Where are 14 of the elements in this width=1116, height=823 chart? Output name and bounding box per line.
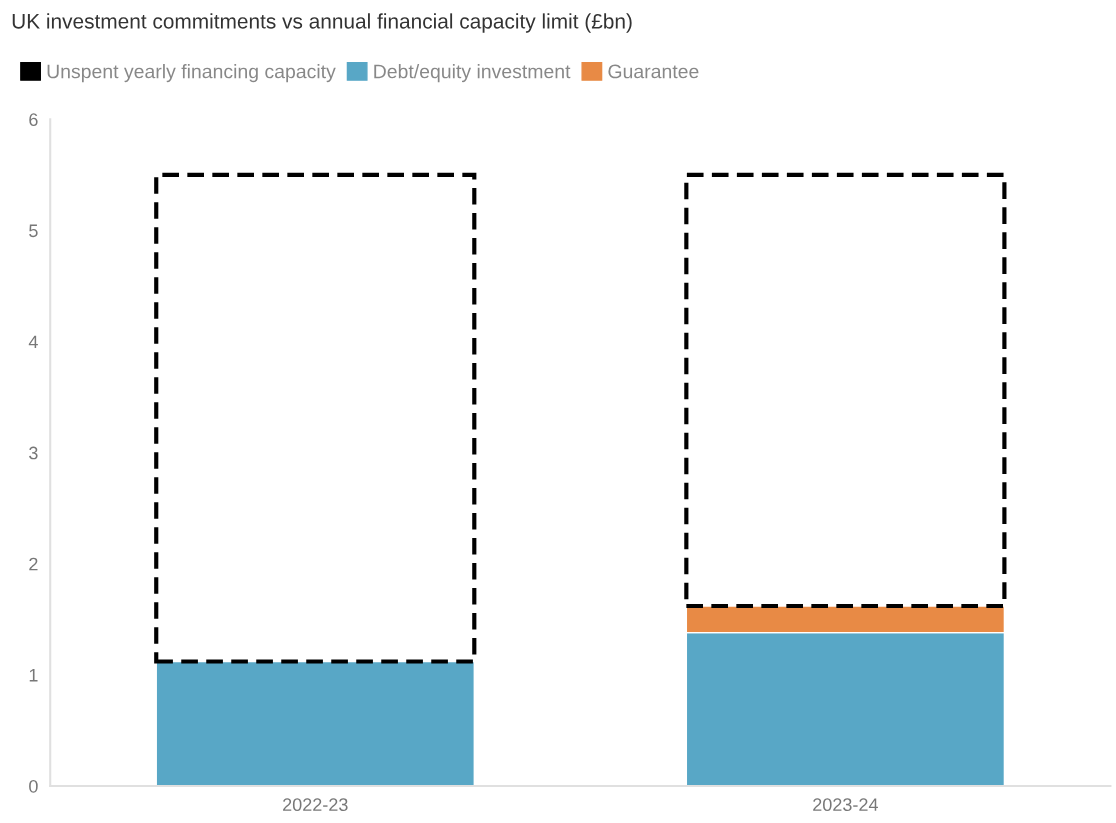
chart-title: UK investment commitments vs annual financial capacity limit (£bn): [12, 13, 632, 33]
y-tick-label: 2: [29, 557, 38, 571]
legend-label: Unspent yearly financing capacity: [47, 64, 336, 83]
y-tick-label: 6: [29, 113, 38, 127]
y-tick-label: 5: [29, 224, 38, 238]
legend-label: Debt/equity investment: [374, 64, 571, 83]
legend-label: Guarantee: [608, 64, 699, 79]
x-tick-label: 2023-24: [813, 798, 878, 812]
y-tick-label: 3: [29, 446, 38, 460]
x-tick-label: 2022-23: [283, 798, 348, 812]
y-tick-label: 0: [29, 779, 38, 793]
y-tick-label: 1: [29, 668, 38, 682]
bar: [155, 660, 475, 786]
y-tick-label: 4: [28, 335, 38, 349]
